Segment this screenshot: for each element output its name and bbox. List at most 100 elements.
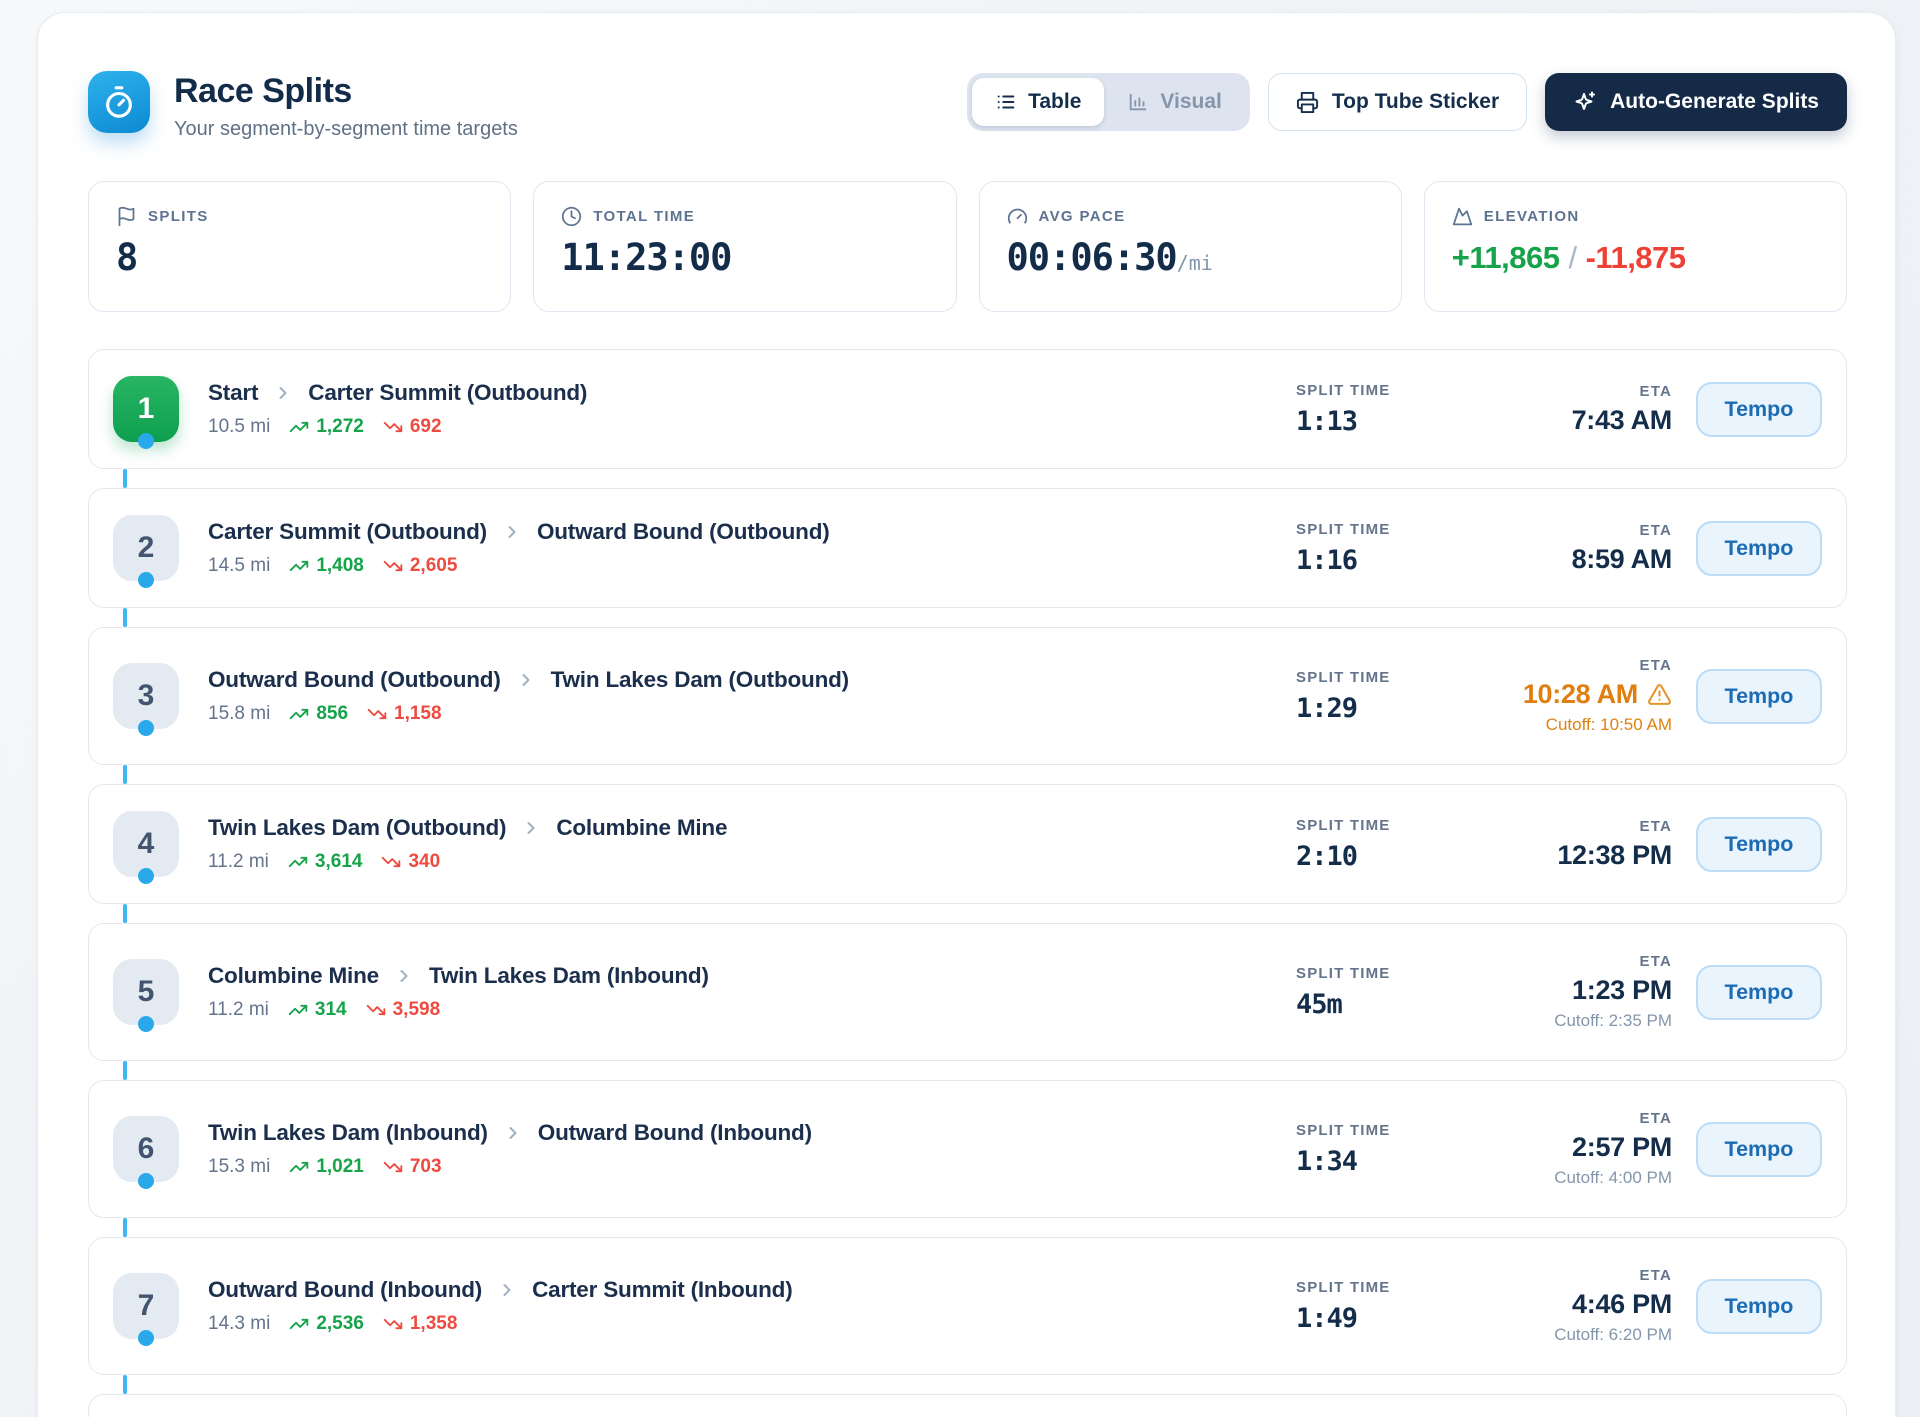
split-number: 2 — [137, 531, 155, 565]
tab-visual[interactable]: Visual — [1104, 78, 1244, 126]
chevron-right-icon — [502, 522, 522, 542]
split-number-badge: 4 — [113, 811, 179, 885]
elevation-gain-value: 1,408 — [289, 555, 364, 577]
sparkles-icon — [1573, 90, 1597, 114]
trending-up-icon — [289, 417, 309, 437]
eta-value: 8:59 AM — [1571, 543, 1673, 574]
split-number-badge: 5 — [113, 959, 179, 1033]
split-number: 5 — [137, 975, 155, 1009]
eta-label: ETA — [1639, 382, 1672, 400]
segment-from: Outward Bound (Inbound) — [208, 1277, 483, 1303]
elevation-loss-value: 2,605 — [383, 555, 457, 577]
split-time-label: SPLIT TIME — [1296, 668, 1391, 686]
segment-to: Carter Summit (Inbound) — [532, 1277, 793, 1303]
split-number-badge: 3 — [113, 663, 179, 737]
stat-value-total-time: 11:23:00 — [561, 236, 732, 280]
trending-down-icon — [366, 1000, 386, 1020]
timeline-connector — [123, 765, 127, 785]
cutoff-text: Cutoff: 2:35 PM — [1554, 1011, 1672, 1031]
split-time-label: SPLIT TIME — [1296, 816, 1391, 834]
eta-block: ETA 8:59 AM — [1484, 522, 1673, 575]
eta-label: ETA — [1639, 1110, 1672, 1128]
timeline-node-dot — [138, 1330, 154, 1347]
split-time-label: SPLIT TIME — [1296, 1278, 1391, 1296]
elevation-loss-value: 1,358 — [383, 1313, 457, 1335]
tempo-button[interactable]: Tempo — [1696, 816, 1822, 872]
cutoff-text: Cutoff: 10:50 AM — [1545, 715, 1672, 735]
split-number: 1 — [137, 392, 155, 426]
split-time-value: 1:34 — [1296, 1145, 1358, 1177]
split-time-label: SPLIT TIME — [1296, 381, 1391, 399]
view-toggle: Table Visual — [967, 73, 1250, 131]
segment-to: Twin Lakes Dam (Inbound) — [428, 963, 709, 989]
mountain-icon — [1452, 206, 1473, 227]
timeline-connector — [123, 1218, 127, 1238]
split-row: 1 Start Carter Summit (Outbound) 10.5 mi — [88, 349, 1847, 470]
tempo-button[interactable]: Tempo — [1696, 668, 1822, 724]
chevron-right-icon — [497, 1280, 517, 1300]
elevation-separator: / — [1568, 240, 1577, 276]
route-info: Twin Lakes Dam (Inbound) Outward Bound (… — [208, 1120, 1296, 1178]
page-subtitle: Your segment-by-segment time targets — [174, 118, 518, 141]
stat-card-total-time: TOTAL TIME 11:23:00 — [533, 181, 957, 313]
elevation-loss: -11,875 — [1585, 240, 1686, 276]
tempo-button[interactable]: Tempo — [1696, 520, 1822, 576]
tempo-button[interactable]: Tempo — [1696, 964, 1822, 1020]
trending-down-icon — [381, 852, 401, 872]
auto-generate-splits-label: Auto-Generate Splits — [1610, 90, 1819, 113]
split-time-block: SPLIT TIME 1:13 — [1296, 382, 1484, 437]
tab-table[interactable]: Table — [972, 78, 1105, 126]
elevation-gain-value: 3,614 — [288, 851, 362, 873]
chevron-right-icon — [503, 1123, 523, 1143]
eta-label: ETA — [1639, 1267, 1672, 1285]
elevation-gain-value: 1,272 — [289, 416, 364, 438]
top-tube-sticker-button[interactable]: Top Tube Sticker — [1267, 73, 1528, 131]
split-number-badge: 2 — [113, 515, 179, 589]
segment-to: Twin Lakes Dam (Outbound) — [550, 667, 850, 693]
elevation-gain-value: 856 — [289, 703, 348, 725]
segment-distance: 10.5 mi — [208, 416, 271, 438]
stat-value-elevation: +11,865 / -11,875 — [1452, 240, 1819, 276]
segment-from: Columbine Mine — [208, 963, 379, 989]
elevation-gain-value: 1,021 — [289, 1156, 364, 1178]
segment-to: Outward Bound (Inbound) — [537, 1120, 812, 1146]
flag-icon — [116, 206, 137, 227]
segment-distance: 11.2 mi — [208, 999, 269, 1021]
eta-block: ETA 4:46 PM Cutoff: 6:20 PM — [1484, 1267, 1672, 1345]
trending-up-icon — [289, 556, 309, 576]
split-time-value: 1:13 — [1296, 405, 1358, 437]
eta-label: ETA — [1639, 953, 1672, 971]
split-row: 5 Columbine Mine Twin Lakes Dam (Inbound… — [88, 923, 1847, 1062]
auto-generate-splits-button[interactable]: Auto-Generate Splits — [1545, 73, 1847, 131]
stat-label: AVG PACE — [1038, 208, 1126, 226]
split-row: 4 Twin Lakes Dam (Outbound) Columbine Mi… — [88, 784, 1847, 905]
segment-distance: 14.5 mi — [208, 555, 271, 577]
tempo-button[interactable]: Tempo — [1696, 1121, 1822, 1177]
pace-unit: /mi — [1176, 251, 1213, 276]
elevation-gain-value: 2,536 — [289, 1313, 364, 1335]
stats-row: SPLITS 8 TOTAL TIME 11:23:00 — [88, 181, 1847, 313]
tab-table-label: Table — [1028, 90, 1082, 113]
split-number: 6 — [137, 1132, 155, 1166]
trending-down-icon — [383, 417, 403, 437]
tab-visual-label: Visual — [1160, 90, 1222, 113]
trending-up-icon — [288, 1000, 308, 1020]
split-time-block: SPLIT TIME 1:16 — [1296, 521, 1484, 576]
elevation-loss-value: 703 — [383, 1156, 442, 1178]
elevation-loss-value: 692 — [383, 416, 442, 438]
race-splits-panel: Race Splits Your segment-by-segment time… — [37, 12, 1896, 1417]
top-tube-sticker-label: Top Tube Sticker — [1331, 90, 1500, 113]
toolbar: Table Visual Top Tube Sti — [967, 73, 1847, 131]
tempo-button[interactable]: Tempo — [1696, 381, 1822, 437]
eta-value: 1:23 PM — [1572, 975, 1672, 1006]
split-time-label: SPLIT TIME — [1296, 1121, 1391, 1139]
split-row: 2 Carter Summit (Outbound) Outward Bound… — [88, 488, 1847, 609]
split-number-badge: 6 — [113, 1116, 179, 1190]
bar-chart-icon — [1127, 91, 1149, 113]
stat-label: SPLITS — [148, 208, 209, 226]
segment-from: Twin Lakes Dam (Inbound) — [208, 1120, 488, 1146]
tempo-button[interactable]: Tempo — [1696, 1278, 1822, 1334]
segment-to: Columbine Mine — [556, 815, 728, 841]
split-row-partial — [88, 1394, 1847, 1417]
timeline-connector — [123, 904, 127, 924]
